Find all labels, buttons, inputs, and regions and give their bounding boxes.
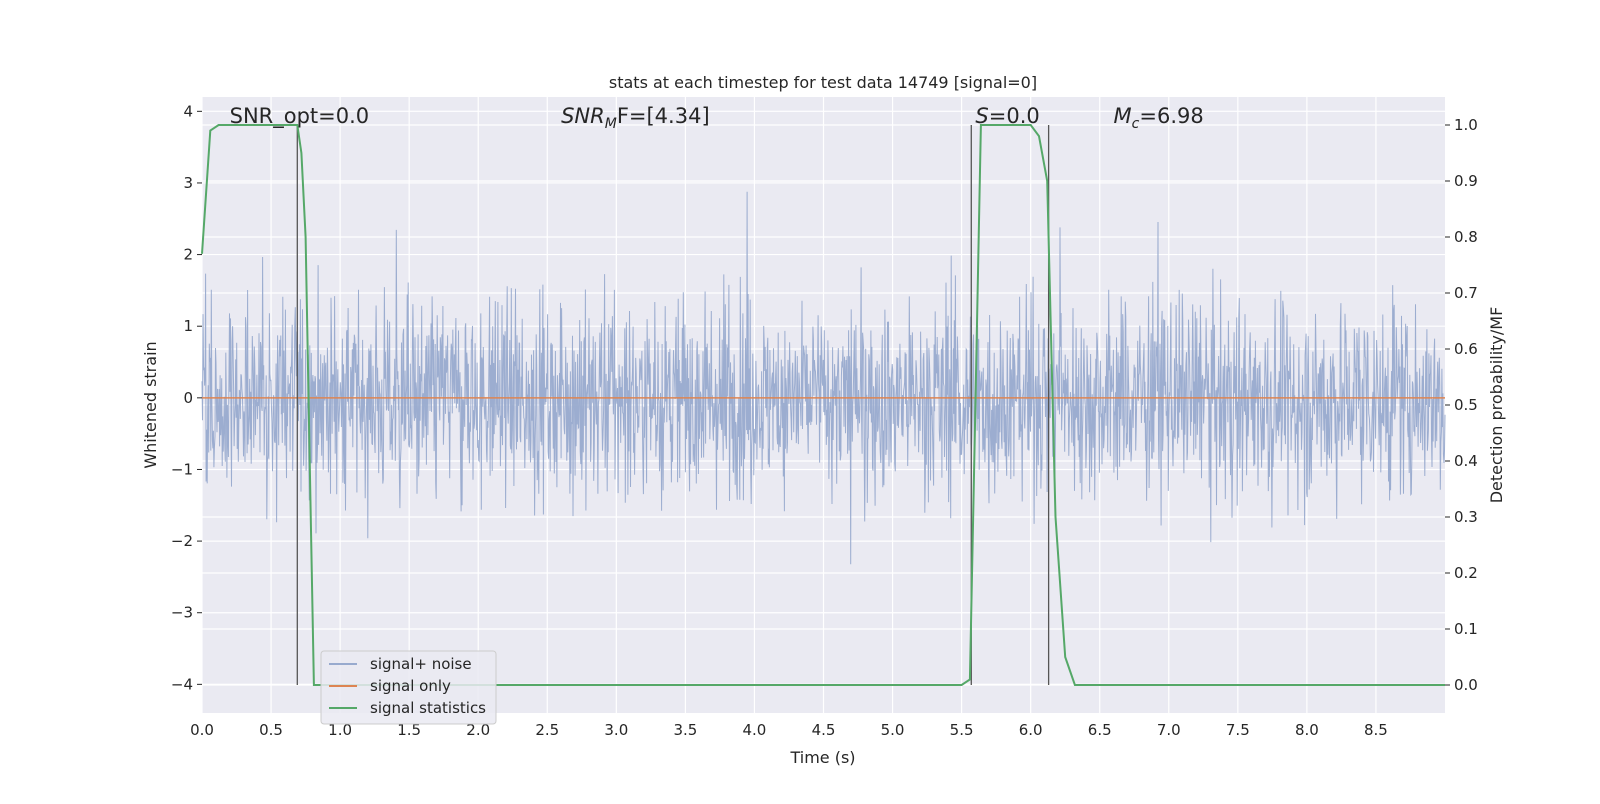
annotations: SNR_opt=0.0 SNRMF=[4.34] S=0.0 Mc=6.98 [230, 104, 1204, 132]
annotation-sub: c [1132, 116, 1140, 132]
y-tick-label-left: 3 [183, 174, 193, 192]
x-tick-label: 2.0 [466, 721, 490, 739]
y-tick-label-right: 0.2 [1454, 564, 1478, 582]
y-tick-label-left: 0 [183, 389, 193, 407]
y-tick-label-left: −4 [171, 675, 193, 693]
annotation-snr-opt: SNR_opt=0.0 [230, 104, 370, 129]
x-tick-label: 7.5 [1226, 721, 1250, 739]
annotation-main: SNR [561, 104, 605, 128]
y-tick-label-right: 0.3 [1454, 508, 1478, 526]
y-tick-label-left: 4 [183, 102, 193, 120]
legend-label-signal-statistics: signal statistics [370, 699, 486, 717]
annotation-rest: F=[4.34] [617, 104, 710, 128]
annotation-rest: =6.98 [1139, 104, 1203, 128]
x-tick-label: 7.0 [1157, 721, 1181, 739]
y-axis-label-right: Detection probability/MF [1487, 307, 1506, 504]
x-tick-labels: 0.0 0.5 1.0 1.5 2.0 2.5 3.0 3.5 4.0 4.5 5.0 5.5 6.0 6… [190, 721, 1388, 739]
annotation-sub: M [605, 116, 617, 132]
y-tick-label-right: 0.8 [1454, 228, 1478, 246]
x-tick-label: 1.0 [328, 721, 352, 739]
y-tick-labels-right: 1.0 0.9 0.8 0.7 0.6 0.5 0.4 0.3 0.2 0.1 0.0 [1445, 116, 1478, 694]
annotation-mc: Mc=6.98 [1114, 104, 1204, 132]
y-tick-label-left: 1 [183, 317, 193, 335]
y-tick-label-right: 0.0 [1454, 676, 1478, 694]
y-tick-label-left: −1 [171, 460, 193, 478]
y-tick-label-right: 0.1 [1454, 620, 1478, 638]
y-tick-label-right: 0.4 [1454, 452, 1478, 470]
x-tick-label: 5.5 [950, 721, 974, 739]
annotation-rest: =0.0 [989, 104, 1040, 128]
y-tick-label-left: −2 [171, 532, 193, 550]
noise-trace [201, 191, 1446, 565]
legend: signal+ noise signal only signal statist… [320, 650, 497, 725]
y-tick-label-right: 1.0 [1454, 116, 1478, 134]
x-tick-label: 0.0 [190, 721, 214, 739]
series-signal-noise [201, 191, 1446, 565]
legend-label-signal-only: signal only [370, 677, 451, 695]
x-tick-label: 6.0 [1019, 721, 1043, 739]
x-tick-label: 2.5 [535, 721, 559, 739]
x-tick-label: 3.0 [604, 721, 628, 739]
y-tick-labels-left: 4 3 2 1 0 −1 −2 −3 −4 [171, 102, 202, 693]
x-tick-label: 1.5 [397, 721, 421, 739]
x-tick-label: 8.5 [1364, 721, 1388, 739]
annotation-snr-mf: SNRMF=[4.34] [561, 104, 710, 132]
annotation-main: SNR_opt=0.0 [230, 104, 370, 129]
annotation-main: S [975, 104, 988, 128]
x-tick-label: 5.0 [881, 721, 905, 739]
y-tick-label-right: 0.7 [1454, 284, 1478, 302]
x-tick-label: 3.5 [673, 721, 697, 739]
y-tick-label-left: 2 [183, 246, 193, 264]
x-tick-label: 4.5 [812, 721, 836, 739]
chart-title: stats at each timestep for test data 147… [609, 73, 1037, 92]
x-tick-label: 0.5 [259, 721, 283, 739]
statistics-line [201, 124, 1445, 686]
y-tick-label-right: 0.9 [1454, 172, 1478, 190]
x-tick-label: 6.5 [1088, 721, 1112, 739]
legend-label-signal-noise: signal+ noise [370, 655, 472, 673]
series-signal-statistics [201, 124, 1445, 686]
x-axis-label: Time (s) [789, 748, 855, 767]
annotation-main: M [1114, 104, 1132, 128]
y-tick-label-left: −3 [171, 604, 193, 622]
y-axis-label-left: Whitened strain [141, 341, 160, 468]
annotation-s-stat: S=0.0 [975, 104, 1039, 128]
x-tick-label: 8.0 [1295, 721, 1319, 739]
y-tick-label-right: 0.5 [1454, 396, 1478, 414]
x-tick-label: 4.0 [743, 721, 767, 739]
y-tick-label-right: 0.6 [1454, 340, 1478, 358]
legend-box [320, 650, 497, 725]
